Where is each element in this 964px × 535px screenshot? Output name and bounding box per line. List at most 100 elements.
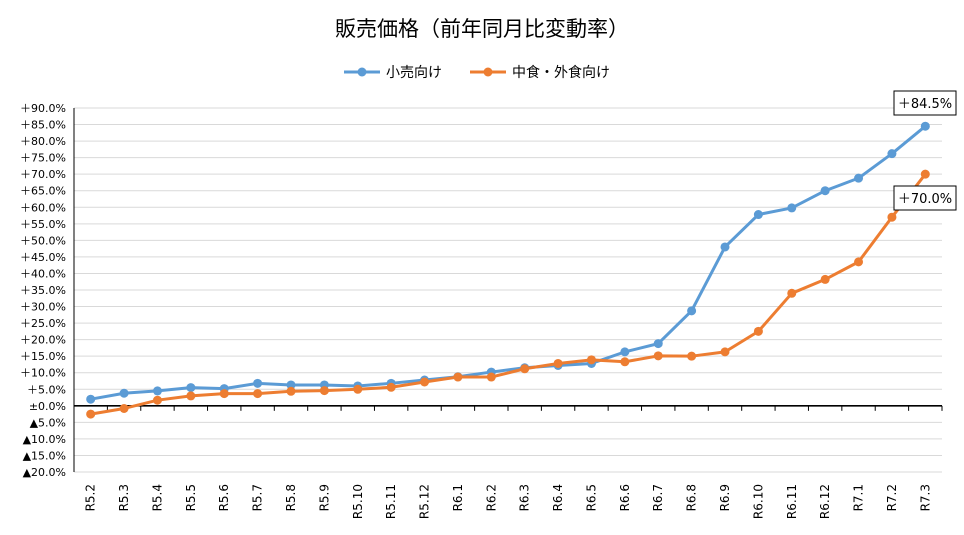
x-tick-label: R6.9 — [718, 484, 732, 511]
data-point — [620, 357, 630, 367]
data-point — [453, 372, 463, 382]
y-tick-label: ＋45.0% — [20, 251, 66, 264]
x-tick-label: R6.1 — [451, 484, 465, 511]
x-tick-label: R7.1 — [852, 484, 866, 511]
y-tick-label: ＋10.0% — [20, 367, 66, 380]
y-tick-label: ＋20.0% — [20, 334, 66, 347]
data-point — [319, 386, 329, 396]
y-tick-label: ▲15.0% — [23, 449, 66, 462]
series-line-1 — [90, 125, 927, 401]
data-point — [553, 358, 563, 368]
data-point — [520, 364, 530, 374]
annotation-label: ＋84.5% — [898, 97, 952, 112]
data-point — [787, 288, 797, 298]
data-point — [219, 389, 229, 399]
data-point — [86, 409, 96, 419]
grid-lines — [74, 107, 942, 473]
y-tick-label: ＋85.0% — [20, 119, 66, 132]
data-point — [653, 351, 663, 361]
y-tick-label: ▲10.0% — [23, 433, 66, 446]
data-point — [920, 121, 930, 131]
data-point — [186, 391, 196, 401]
y-tick-label: ±0.0% — [29, 400, 66, 413]
data-point — [854, 173, 864, 183]
series-line-2 — [90, 173, 927, 416]
data-point — [687, 351, 697, 361]
x-tick-label: R5.4 — [150, 484, 164, 511]
x-tick-label: R6.7 — [651, 484, 665, 511]
y-tick-label: ＋90.0% — [20, 102, 66, 115]
x-tick-label: R7.3 — [918, 484, 932, 511]
x-tick-label: R5.3 — [117, 484, 131, 511]
data-point — [586, 355, 596, 365]
data-point — [820, 274, 830, 284]
chart-title: 販売価格（前年同月比変動率） — [335, 17, 629, 41]
data-point — [854, 257, 864, 267]
x-tick-label: R7.2 — [885, 484, 899, 511]
y-tick-label: ＋30.0% — [20, 301, 66, 314]
data-point — [119, 403, 129, 413]
y-tick-label: ＋75.0% — [20, 152, 66, 165]
y-tick-label: ▲5.0% — [30, 416, 66, 429]
data-point — [787, 203, 797, 213]
y-tick-label: ＋55.0% — [20, 218, 66, 231]
y-tick-label: ▲20.0% — [23, 466, 66, 479]
data-point — [353, 384, 363, 394]
y-tick-label: ＋70.0% — [20, 168, 66, 181]
data-point — [386, 382, 396, 392]
x-tick-label: R6.6 — [618, 484, 632, 511]
data-point — [286, 380, 296, 390]
data-point — [653, 339, 663, 349]
data-point — [119, 388, 129, 398]
legend-marker — [357, 67, 367, 77]
data-point — [620, 347, 630, 357]
data-point — [152, 386, 162, 396]
x-tick-label: R5.8 — [284, 484, 298, 511]
x-tick-label: R6.4 — [551, 484, 565, 511]
data-point — [286, 386, 296, 396]
series-group — [86, 121, 930, 419]
x-tick-label: R5.2 — [84, 484, 98, 511]
data-point — [86, 394, 96, 404]
annotation-label: ＋70.0% — [898, 192, 952, 207]
x-tick-label: R6.3 — [518, 484, 532, 511]
data-point — [720, 242, 730, 252]
y-tick-label: ＋40.0% — [20, 267, 66, 280]
data-point — [420, 377, 430, 387]
y-tick-label: ＋5.0% — [27, 383, 66, 396]
legend-label-2: 中食・外食向け — [512, 64, 610, 81]
data-point — [887, 212, 897, 222]
y-tick-label: ＋80.0% — [20, 135, 66, 148]
legend-marker — [483, 67, 493, 77]
y-tick-label: ＋15.0% — [20, 350, 66, 363]
y-tick-label: ＋35.0% — [20, 284, 66, 297]
y-tick-label: ＋25.0% — [20, 317, 66, 330]
legend: 小売向け 中食・外食向け — [344, 64, 610, 81]
y-tick-label: ＋60.0% — [20, 201, 66, 214]
x-tick-label: R6.2 — [484, 484, 498, 511]
data-point — [486, 372, 496, 382]
data-point — [186, 383, 196, 393]
x-tick-label: R5.10 — [351, 484, 365, 519]
data-point — [920, 169, 930, 179]
x-tick-label: R5.11 — [384, 484, 398, 519]
y-tick-label: ＋65.0% — [20, 185, 66, 198]
data-point — [687, 306, 697, 316]
x-tick-label: R6.5 — [584, 484, 598, 511]
data-point — [152, 395, 162, 405]
data-point — [253, 378, 263, 388]
legend-label-1: 小売向け — [386, 65, 442, 81]
data-point — [820, 186, 830, 196]
x-tick-label: R5.9 — [317, 484, 331, 511]
x-tick-label: R5.6 — [217, 484, 231, 511]
x-tick-label: R5.5 — [184, 484, 198, 511]
annotation-box — [893, 90, 957, 116]
x-tick-label: R6.8 — [685, 484, 699, 511]
y-tick-label: ＋50.0% — [20, 234, 66, 247]
annotation-box — [893, 185, 957, 211]
data-point — [720, 347, 730, 357]
data-point — [753, 326, 763, 336]
data-point — [753, 210, 763, 220]
data-point — [887, 149, 897, 159]
